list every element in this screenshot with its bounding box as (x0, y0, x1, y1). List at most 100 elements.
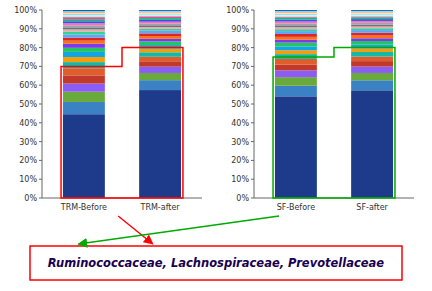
bar-segment (275, 10, 317, 11)
bar-segment (275, 77, 317, 86)
bar-segment (351, 11, 393, 13)
y-tick-label: 0% (24, 194, 37, 203)
bar-segment (275, 40, 317, 43)
bar-segment (351, 16, 393, 18)
bar-segment (275, 96, 317, 198)
x-tick-label: TRM-after (140, 203, 181, 212)
bar-segment (139, 61, 181, 66)
bar-segment (275, 20, 317, 22)
bar-segment (63, 38, 105, 41)
bar-segment (63, 12, 105, 13)
bar-segment (139, 39, 181, 42)
bar-segment (139, 52, 181, 56)
bar-segment (351, 10, 393, 11)
bar-segment (351, 90, 393, 198)
y-tick-label: 100% (14, 6, 37, 15)
bar-segment (351, 15, 393, 17)
panel: 0%10%20%30%40%50%60%70%80%90%100%SF-Befo… (226, 6, 414, 212)
bar-segment (275, 15, 317, 17)
highlight-box (273, 48, 395, 198)
x-tick-label: SF-Before (277, 203, 316, 212)
bar-segment (275, 23, 317, 25)
bar-segment (139, 20, 181, 22)
bar-segment (63, 17, 105, 19)
bar-segment (139, 16, 181, 18)
bars (63, 10, 181, 198)
bar-segment (351, 10, 393, 12)
bar-segment (351, 57, 393, 62)
panel: 0%10%20%30%40%50%60%70%80%90%100%TRM-Bef… (14, 6, 202, 212)
bar-segment (63, 21, 105, 23)
bar-segment (63, 23, 105, 25)
bar-segment (63, 35, 105, 38)
bar-segment (351, 14, 393, 16)
bar-segment (275, 11, 317, 13)
y-tick-label: 20% (231, 156, 249, 165)
bar-segment (351, 28, 393, 30)
bar-segment (275, 37, 317, 40)
bar-segment (351, 21, 393, 23)
bar-segment (275, 65, 317, 71)
bar-segment (351, 23, 393, 25)
arrow (78, 216, 279, 244)
bar-segment (351, 67, 393, 73)
bar-segment (63, 114, 105, 198)
bar-segment (63, 19, 105, 21)
y-tick-label: 50% (19, 100, 37, 109)
bar-segment (351, 80, 393, 90)
bar-segment (63, 52, 105, 57)
bar-segment (63, 84, 105, 92)
y-axis (254, 10, 255, 198)
y-tick-label: 20% (19, 156, 37, 165)
bar-segment (139, 80, 181, 90)
y-tick-label: 60% (231, 81, 249, 90)
bar-segment (275, 59, 317, 65)
bar-segment (275, 18, 317, 20)
bar-segment (63, 25, 105, 27)
bar-segment (139, 25, 181, 27)
y-tick-label: 60% (19, 81, 37, 90)
bar-segment (139, 31, 181, 34)
y-tick-label: 40% (19, 119, 37, 128)
bar-segment (63, 44, 105, 48)
bar-segment (139, 49, 181, 53)
y-axis (42, 10, 43, 198)
bar-segment (63, 13, 105, 14)
bar-segment (351, 52, 393, 57)
bar-segment (63, 41, 105, 44)
bar-segment (275, 29, 317, 31)
y-tick-label: 30% (19, 138, 37, 147)
bar-segment (139, 67, 181, 73)
y-tick-label: 10% (19, 175, 37, 184)
bar-segment (63, 62, 105, 68)
chart-figure: 0%10%20%30%40%50%60%70%80%90%100%TRM-Bef… (0, 0, 432, 291)
y-tick-label: 100% (226, 6, 249, 15)
bar-segment (139, 57, 181, 61)
bar-segment (351, 19, 393, 21)
annotation-box (30, 246, 402, 280)
bar-segment (275, 16, 317, 18)
bar-segment (63, 92, 105, 102)
bar-segment (351, 36, 393, 39)
bar-segment (63, 10, 105, 11)
bar-segment (351, 38, 393, 41)
y-tick-label: 0% (236, 194, 249, 203)
bar-segment (63, 15, 105, 16)
y-tick-label: 10% (231, 175, 249, 184)
bars (275, 10, 393, 198)
bar-segment (351, 48, 393, 52)
bar-segment (63, 75, 105, 83)
bar-segment (63, 14, 105, 15)
bar-segment (275, 86, 317, 97)
bar-segment (63, 16, 105, 17)
bar-segment (275, 25, 317, 27)
y-tick-label: 40% (231, 119, 249, 128)
bar-segment (351, 25, 393, 27)
bar-segment (139, 23, 181, 25)
arrow (118, 216, 153, 244)
bar-segment (351, 12, 393, 14)
bar-segment (275, 10, 317, 12)
bar-segment (139, 41, 181, 45)
bar-segment (275, 70, 317, 77)
bar-segment (275, 14, 317, 16)
